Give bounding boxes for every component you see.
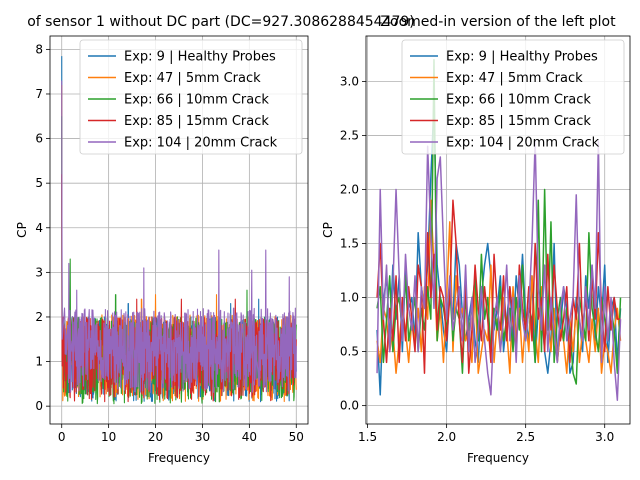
x-tick-label: 0 [58,430,66,444]
legend-box [79,39,303,155]
y-tick-label: 8 [35,42,43,56]
right-plot-xlabel: Frequency [467,451,529,465]
x-tick-label: 2.5 [516,430,535,444]
legend-label: Exp: 9 | Healthy Probes [446,50,598,65]
left-plot-ticks: 0 10 20 30 40 50 0 1 2 3 4 5 6 7 8 [35,42,304,444]
legend-label: Exp: 47 | 5mm Crack [446,71,583,86]
y-tick-label: 0.0 [340,399,359,413]
x-tick-label: 30 [195,430,210,444]
legend-box [401,39,625,155]
right-plot: Zoomed-in version of the left plot Frequ… [321,14,631,465]
legend-label: Exp: 85 | 15mm Crack [124,114,269,129]
x-tick-label: 50 [289,430,304,444]
right-plot-ylabel: CP [321,222,335,238]
axes-frame [365,35,631,425]
y-tick-label: 0.5 [340,345,359,359]
right-plot-lines [376,59,622,401]
y-tick-label: 2.0 [340,182,359,196]
right-plot-ticks: 1.5 2.0 2.5 3.0 0.0 0.5 1.0 1.5 2.0 2.5 3.0 [340,74,614,444]
left-plot-legend: Exp: 9 | Healthy Probes Exp: 47 | 5mm Cra… [79,39,303,155]
y-tick-label: 2.5 [340,128,359,142]
y-tick-label: 2 [35,310,43,324]
y-tick-label: 0 [35,399,43,413]
legend-label: Exp: 66 | 10mm Crack [446,93,591,108]
right-plot-axes [365,35,631,425]
x-tick-label: 20 [148,430,163,444]
y-tick-label: 7 [35,87,43,101]
y-tick-label: 4 [35,221,43,235]
legend-label: Exp: 66 | 10mm Crack [124,93,269,108]
y-tick-label: 3.0 [340,74,359,88]
y-tick-label: 1.0 [340,291,359,305]
left-plot-lines [61,56,297,405]
y-tick-label: 6 [35,132,43,146]
x-tick-label: 3.0 [595,430,614,444]
x-tick-label: 2.0 [437,430,456,444]
legend-label: Exp: 104 | 20mm Crack [124,136,278,151]
x-tick-label: 1.5 [358,430,377,444]
left-plot-xlabel: Frequency [148,451,210,465]
axes-frame [49,35,309,425]
legend-label: Exp: 47 | 5mm Crack [124,71,261,86]
series-line-4 [376,140,622,401]
left-plot: of sensor 1 without DC part (DC=927.3086… [15,14,415,465]
left-plot-ylabel: CP [15,222,29,238]
y-tick-label: 3 [35,265,43,279]
legend-label: Exp: 9 | Healthy Probes [124,50,276,65]
legend-label: Exp: 104 | 20mm Crack [446,136,600,151]
right-plot-legend: Exp: 9 | Healthy Probes Exp: 47 | 5mm Cra… [401,39,625,155]
right-plot-title: Zoomed-in version of the left plot [380,14,616,30]
y-tick-label: 1 [35,355,43,369]
x-tick-label: 10 [101,430,116,444]
series-line-4 [61,80,297,394]
left-plot-axes [49,35,309,425]
left-plot-title: of sensor 1 without DC part (DC=927.3086… [27,14,415,30]
y-tick-label: 5 [35,176,43,190]
x-tick-label: 40 [242,430,257,444]
y-tick-label: 1.5 [340,237,359,251]
legend-label: Exp: 85 | 15mm Crack [446,114,591,129]
